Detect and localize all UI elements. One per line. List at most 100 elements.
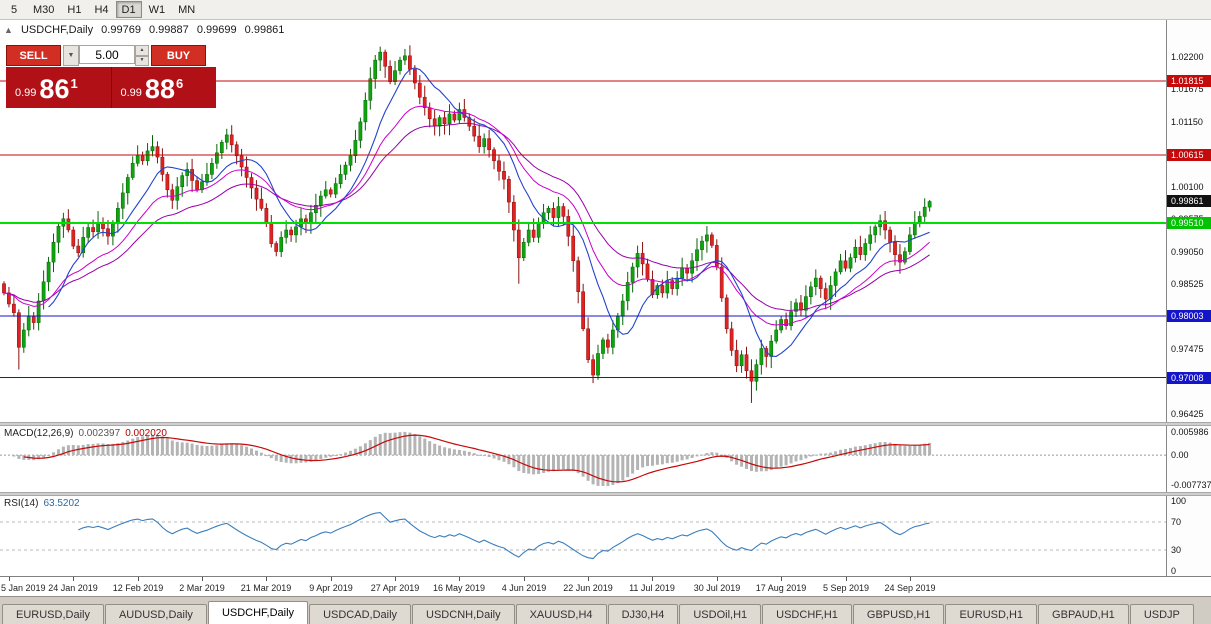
buy-button[interactable]: BUY [151,45,206,66]
rsi-name: RSI(14) [4,498,39,509]
date-tick [395,577,396,581]
date-tick [652,577,653,581]
one-click-trading-panel: SELL ▼ ▲ ▼ BUY 0.99 86 1 0.99 88 6 [6,45,216,108]
chart-tab-audusd-daily[interactable]: AUDUSD,Daily [104,604,207,624]
chart-window: ▲ USDCHF,Daily 0.99769 0.99887 0.99699 0… [0,20,1211,596]
sell-price-prefix: 0.99 [15,87,37,99]
sell-price-big: 86 [39,74,70,104]
macd-panel [0,431,1166,487]
price-tick: 1.01675 [1171,84,1204,95]
price-tick: 0.97475 [1171,343,1204,354]
chart-title: ▲ USDCHF,Daily 0.99769 0.99887 0.99699 0… [4,24,289,36]
panel-resize-divider[interactable] [0,492,1211,496]
rsi-axis[interactable]: 100 70 30 0 [1166,496,1211,576]
chart-tab-usdjp[interactable]: USDJP [1129,604,1194,624]
date-label: 24 Sep 2019 [884,583,936,593]
chart-tab-gbpusd-h1[interactable]: GBPUSD,H1 [852,604,945,624]
sell-price-display[interactable]: 0.99 86 1 [6,67,112,108]
timeframe-button-5[interactable]: 5 [2,1,26,18]
timeframe-button-mn[interactable]: MN [172,1,201,18]
price-tick: 0.98525 [1171,278,1204,289]
date-label: 30 Jul 2019 [693,583,741,593]
panel-resize-divider[interactable] [0,422,1211,426]
timeframe-button-m30[interactable]: M30 [27,1,60,18]
date-tick [266,577,267,581]
date-label: 11 Jul 2019 [629,583,675,593]
macd-signal-value: 0.002020 [125,428,167,439]
macd-name: MACD(12,26,9) [4,428,74,439]
buy-price-display[interactable]: 0.99 88 6 [112,67,217,108]
price-tick: 1.02200 [1171,52,1204,63]
chart-tab-usdcnh-daily[interactable]: USDCNH,Daily [412,604,515,624]
chart-tab-usdoil-h1[interactable]: USDOil,H1 [679,604,762,624]
timeframe-toolbar: 5 M30 H1 H4 D1 W1 MN [0,0,1211,20]
date-tick [73,577,74,581]
sell-button[interactable]: SELL [6,45,61,66]
rsi-tick: 0 [1171,566,1177,576]
price-badge-0.97008: 0.97008 [1167,371,1211,384]
price-tick: 0.99050 [1171,246,1204,257]
chart-tab-xauusd-h4[interactable]: XAUUSD,H4 [515,604,607,624]
date-label: 5 Sep 2019 [822,583,870,593]
volume-stepper: ▲ ▼ [135,45,149,66]
ohlc-low: 0.99699 [196,24,237,36]
spin-down-icon: ▼ [139,57,145,64]
timeframe-button-d1[interactable]: D1 [115,1,142,18]
volume-up-button[interactable]: ▲ [135,45,149,56]
date-label: 24 Jan 2019 [48,583,98,593]
one-click-collapse-icon[interactable]: ▲ [4,25,13,35]
buy-price-big: 88 [144,74,175,104]
date-tick [846,577,847,581]
rsi-tick: 30 [1171,545,1182,556]
buy-price-sup: 6 [175,76,184,91]
date-tick [717,577,718,581]
date-label: 5 Jan 2019 [1,583,46,593]
spin-up-icon: ▲ [139,46,145,53]
date-tick [781,577,782,581]
rsi-tick: 70 [1171,516,1182,527]
rsi-panel [0,512,1166,560]
ohlc-open: 0.99769 [101,24,141,36]
volume-down-button[interactable]: ▼ [135,55,149,66]
macd-axis[interactable]: 0.005986 0.00 -0.007737 [1166,426,1211,492]
date-label: 22 Jun 2019 [563,583,613,593]
volume-dropdown-button[interactable]: ▼ [63,45,79,66]
date-axis[interactable]: 5 Jan 2019 24 Jan 2019 12 Feb 2019 2 Mar 20… [0,576,1211,596]
chart-tab-usdchf-daily[interactable]: USDCHF,Daily [207,601,309,624]
timeframe-button-w1[interactable]: W1 [143,1,172,18]
chart-tab-eurusd-h1[interactable]: EURUSD,H1 [945,604,1038,624]
chart-symbol: USDCHF,Daily [20,24,94,36]
date-tick [9,577,10,581]
chart-tab-usdcad-daily[interactable]: USDCAD,Daily [309,604,412,624]
date-label: 17 Aug 2019 [755,583,807,593]
chart-tab-gbpaud-h1[interactable]: GBPAUD,H1 [1038,604,1129,624]
timeframe-button-h4[interactable]: H4 [88,1,114,18]
rsi-tick: 100 [1171,496,1187,506]
price-axis[interactable]: 1.022001.016751.011501.006251.001000.995… [1166,20,1211,422]
date-label: 16 May 2019 [432,583,486,593]
ohlc-high: 0.99887 [149,24,189,36]
macd-main-value: 0.002397 [78,428,121,439]
macd-tick: 0.005986 [1171,426,1209,437]
date-label: 12 Feb 2019 [112,583,164,593]
price-badge-0.98003: 0.98003 [1167,310,1211,323]
timeframe-button-h1[interactable]: H1 [61,1,87,18]
macd-tick: -0.007737 [1171,480,1211,491]
chart-tab-usdchf-h1[interactable]: USDCHF,H1 [762,604,852,624]
date-label: 27 Apr 2019 [370,583,420,593]
date-label: 9 Apr 2019 [309,583,353,593]
price-tick: 1.01150 [1171,116,1203,127]
chart-tab-eurusd-daily[interactable]: EURUSD,Daily [2,604,104,624]
macd-indicator-label: MACD(12,26,9) 0.002397 0.002020 [4,428,167,439]
ohlc-close: 0.99861 [244,24,285,36]
chart-tabs-bar: EURUSD,Daily AUDUSD,Daily USDCHF,Daily USDC… [0,596,1211,624]
macd-tick: 0.00 [1171,450,1189,461]
date-tick [138,577,139,581]
price-badge-1.01815: 1.01815 [1167,74,1211,87]
price-badge-1.00615: 1.00615 [1167,148,1211,161]
chart-tab-dj30-h4[interactable]: DJ30,H4 [607,604,679,624]
date-tick [202,577,203,581]
main-price-chart[interactable] [0,20,1166,422]
volume-input[interactable] [79,45,135,64]
price-tick: 1.00100 [1171,181,1204,192]
